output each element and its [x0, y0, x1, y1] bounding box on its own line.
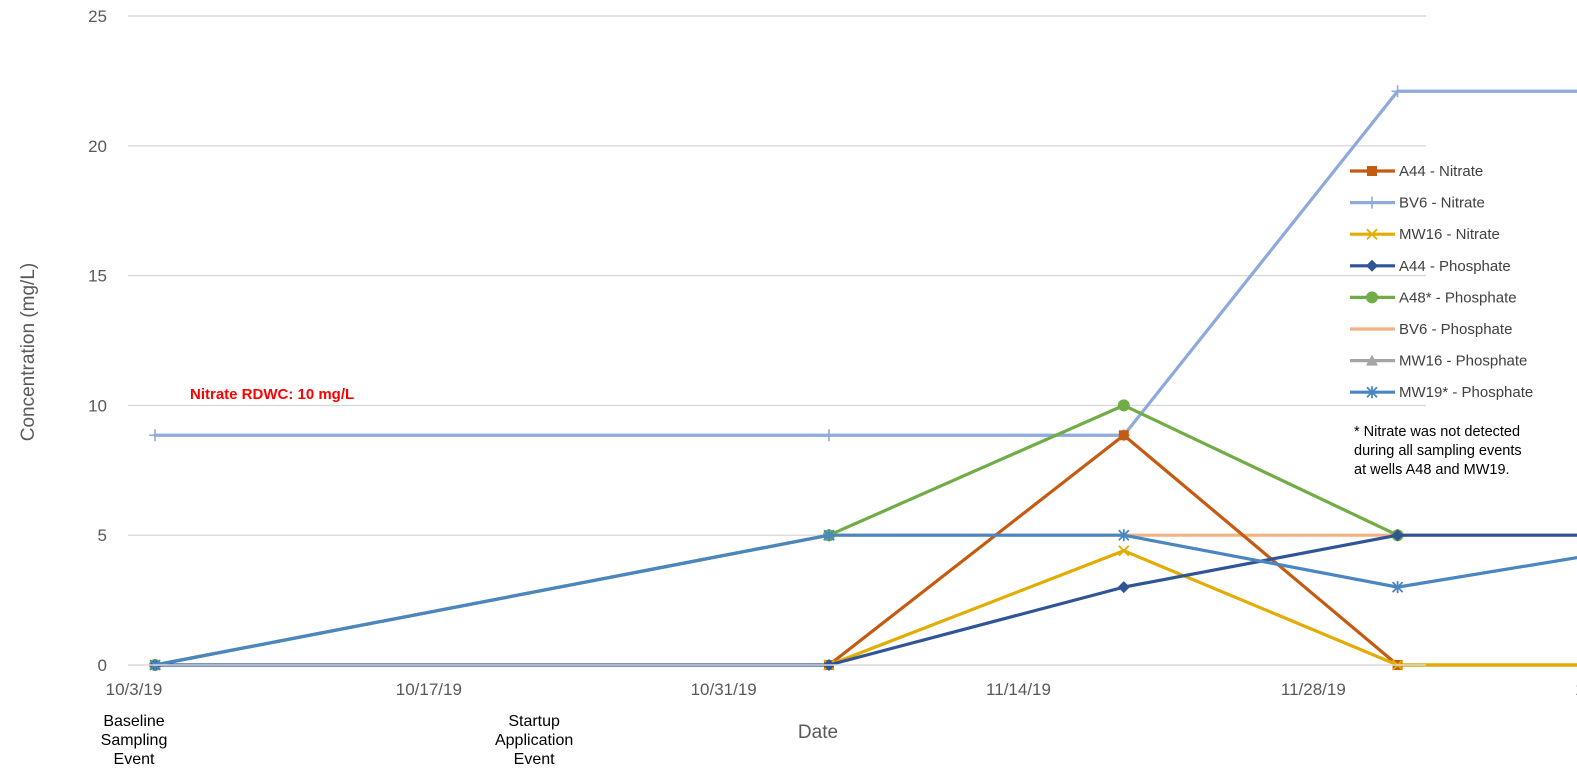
- legend: A44 - Nitrate BV6 - Nitrate MW16 - Nitrate…: [1350, 163, 1533, 401]
- legend-marker: [1366, 386, 1378, 399]
- legend-item-bv6-phosphate: BV6 - Phosphate: [1350, 321, 1512, 338]
- x-tick-label: 11/28/19: [1281, 680, 1346, 699]
- legend-item-mw19-phosphate: MW19* - Phosphate: [1350, 384, 1533, 401]
- legend-label: MW16 - Phosphate: [1399, 353, 1527, 370]
- data-point: [1118, 529, 1130, 542]
- legend-item-a44-nitrate: A44 - Nitrate: [1350, 163, 1483, 180]
- event-labels: Baseline Sampling Event Startup Application E…: [101, 713, 574, 768]
- legend-marker: [1366, 196, 1378, 209]
- event-label-line: Startup: [508, 713, 560, 730]
- data-point: [1118, 430, 1129, 441]
- data-point: [823, 529, 835, 542]
- legend-label: MW19* - Phosphate: [1399, 384, 1533, 401]
- event-label: Baseline Sampling Event: [101, 713, 168, 768]
- series-bv6-nitrate: [149, 85, 1577, 442]
- data-point: [1117, 581, 1130, 594]
- data-point: [1391, 581, 1404, 594]
- legend-label: A44 - Nitrate: [1399, 163, 1483, 180]
- legend-marker: [1366, 291, 1378, 304]
- legend-label: BV6 - Phosphate: [1399, 321, 1512, 338]
- data-point: [822, 429, 835, 442]
- x-tick-label: 10/31/19: [691, 680, 757, 699]
- data-point: [1118, 545, 1130, 557]
- series-bv6-phosphate: [153, 533, 1577, 667]
- y-tick-label: 25: [88, 7, 107, 26]
- data-point: [1391, 529, 1404, 542]
- series-line: [827, 549, 1577, 667]
- axes: 0 5 10 15 20 25 10/3/19 10/17/19 10/31/19 11/14/1…: [88, 7, 1577, 699]
- event-label-line: Application: [495, 732, 573, 749]
- data-point: [1391, 85, 1404, 98]
- y-tick-label: 15: [88, 267, 107, 286]
- plot-area: [149, 85, 1577, 671]
- x-axis-title: Date: [798, 722, 838, 743]
- legend-label: A44 - Phosphate: [1399, 258, 1511, 275]
- legend-label: A48* - Phosphate: [1399, 289, 1517, 306]
- series-mw16-nitrate: [823, 545, 1577, 671]
- footnote-line: during all sampling events: [1354, 443, 1522, 459]
- event-label-line: Event: [114, 751, 155, 768]
- x-tick-label: 12/12/19: [1575, 680, 1577, 699]
- y-tick-label: 0: [98, 656, 107, 675]
- x-tick-label: 10/3/19: [106, 680, 163, 699]
- legend-marker: [1367, 166, 1377, 176]
- series-line: [153, 533, 1577, 667]
- x-tick-label: 10/17/19: [396, 680, 462, 699]
- series-line: [153, 533, 1577, 667]
- event-label: Startup Application Event: [495, 713, 573, 768]
- legend-marker: [1366, 354, 1378, 366]
- legend-item-mw16-nitrate: MW16 - Nitrate: [1350, 226, 1500, 243]
- legend-label: BV6 - Nitrate: [1399, 195, 1485, 212]
- y-tick-label: 20: [88, 137, 107, 156]
- y-tick-label: 5: [98, 526, 107, 545]
- legend-marker: [1366, 259, 1378, 272]
- x-tick-label: 11/14/19: [986, 680, 1051, 699]
- series-line: [153, 533, 1577, 667]
- footnote-line: * Nitrate was not detected: [1354, 424, 1520, 440]
- legend-label: MW16 - Nitrate: [1399, 226, 1500, 243]
- series-line: [153, 89, 1577, 437]
- event-label-line: Sampling: [101, 732, 168, 749]
- data-point: [1117, 399, 1130, 412]
- event-label-line: Baseline: [103, 713, 164, 730]
- y-axis-title: Concentration (mg/L): [18, 263, 39, 441]
- legend-item-a44-phosphate: A44 - Phosphate: [1350, 258, 1511, 275]
- y-tick-label: 10: [88, 396, 107, 415]
- legend-item-bv6-nitrate: BV6 - Nitrate: [1350, 195, 1485, 212]
- event-label-line: Event: [514, 751, 555, 768]
- legend-marker: [1366, 228, 1378, 240]
- footnote-line: at wells A48 and MW19.: [1354, 462, 1510, 478]
- footnote: * Nitrate was not detected during all sam…: [1354, 424, 1522, 478]
- data-point: [149, 429, 162, 442]
- legend-item-mw16-phosphate: MW16 - Phosphate: [1350, 353, 1527, 370]
- legend-item-a48-phosphate: A48* - Phosphate: [1350, 289, 1517, 306]
- reference-annotation: Nitrate RDWC: 10 mg/L: [190, 386, 354, 403]
